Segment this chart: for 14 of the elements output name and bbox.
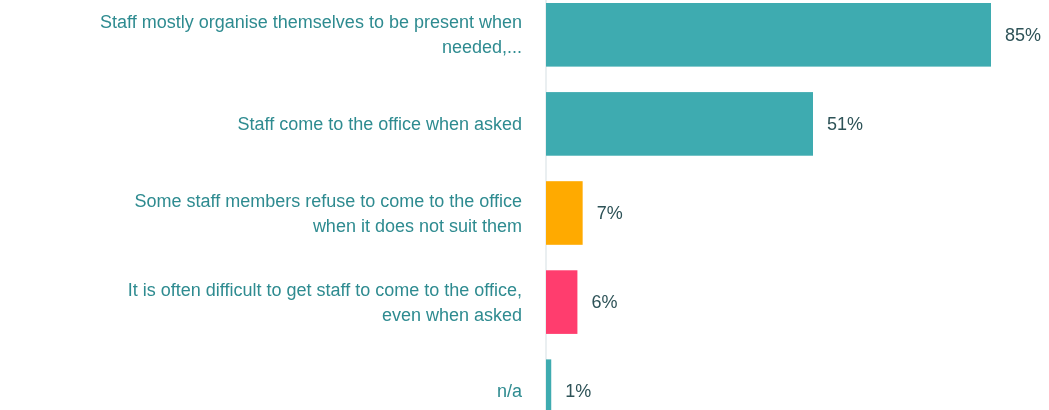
y-tick-label: Staff come to the office when asked [237, 113, 522, 134]
y-tick-label: n/a [496, 381, 523, 402]
y-tick-label: It is often difficult to get staff to come to the office, even when asked [127, 279, 522, 325]
data-label: 85% [1005, 24, 1042, 45]
data-label: 1% [565, 381, 592, 402]
data-label: 51% [827, 113, 864, 134]
data-label: 7% [596, 203, 623, 223]
data-label: 6% [591, 292, 618, 313]
bar [546, 270, 578, 334]
bar [546, 92, 813, 156]
bar [546, 3, 991, 67]
bar [546, 181, 583, 245]
y-tick-label: Some staff members refuse to come to the office when it does not suit them [134, 190, 522, 236]
y-tick-label: Staff mostly organise themselves to be present when needed,... [100, 12, 522, 58]
